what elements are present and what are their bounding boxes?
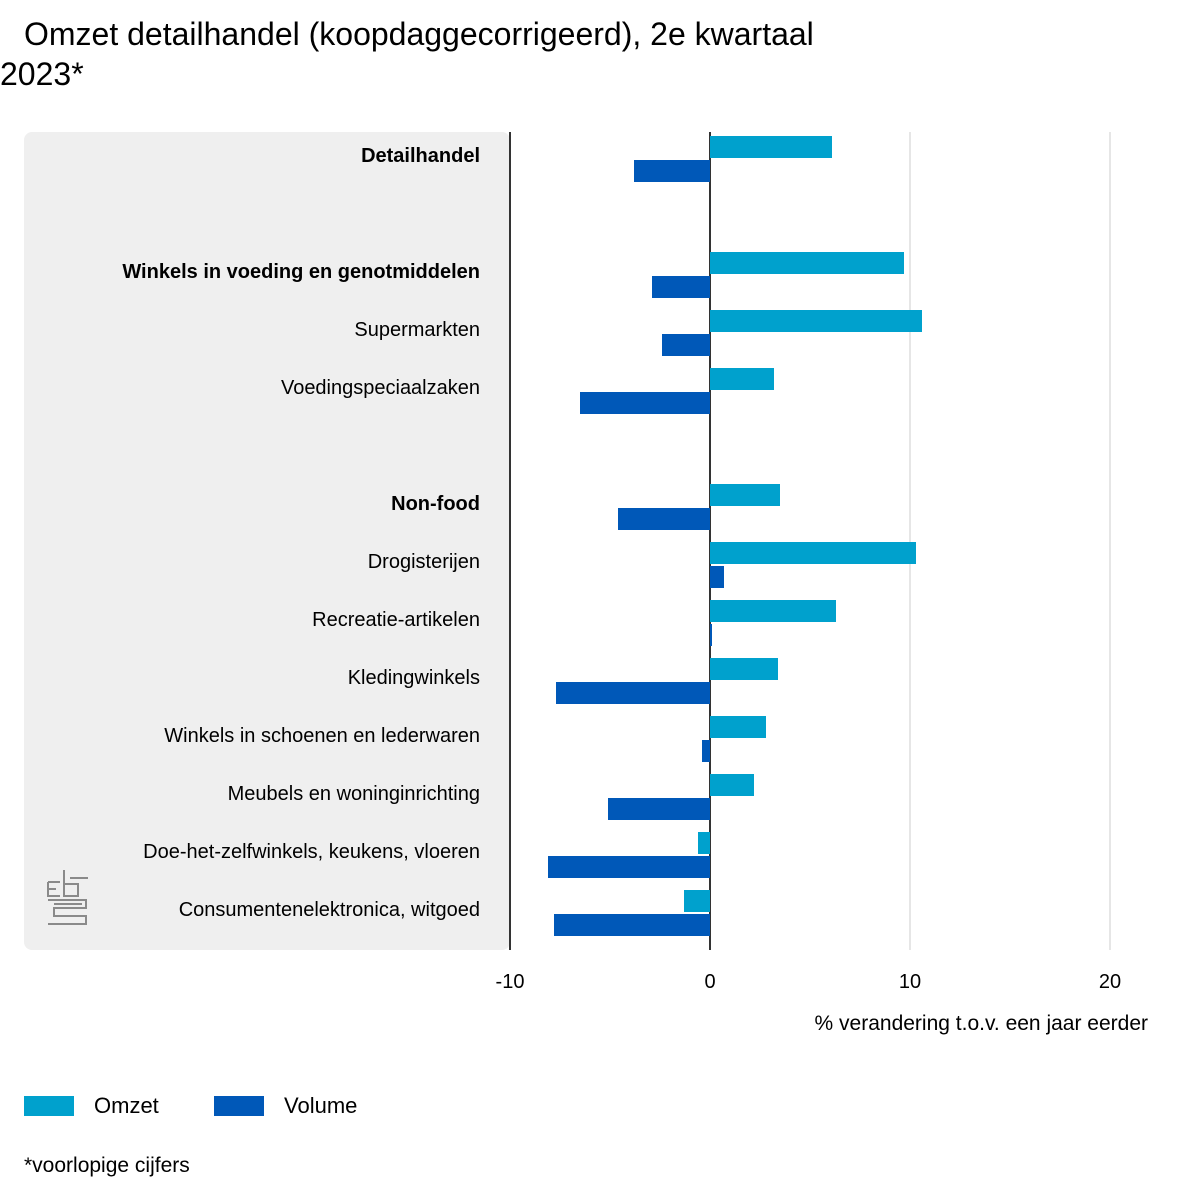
bar-volume	[710, 566, 724, 588]
category-label: Consumentenelektronica, witgoed	[179, 899, 480, 921]
cbs-logo-icon	[46, 868, 88, 931]
bar-volume	[608, 798, 710, 820]
bar-volume	[554, 914, 710, 936]
bar-omzet	[710, 716, 766, 738]
legend-swatch-volume	[214, 1096, 264, 1116]
bar-omzet	[710, 774, 754, 796]
category-label: Voedingspeciaalzaken	[281, 377, 480, 399]
category-label: Drogisterijen	[368, 551, 480, 573]
x-tick-labels: -10 0 10 20	[496, 971, 1122, 993]
bars	[548, 136, 922, 936]
bar-volume	[618, 508, 710, 530]
x-tick-label: -10	[496, 971, 525, 993]
bar-omzet	[684, 890, 710, 912]
bar-volume	[548, 856, 710, 878]
bar-volume	[634, 160, 710, 182]
bar-omzet	[710, 136, 832, 158]
bar-volume	[662, 334, 710, 356]
category-label: Non-food	[391, 493, 480, 515]
bar-omzet	[710, 484, 780, 506]
bar-omzet	[710, 368, 774, 390]
category-label: Detailhandel	[361, 145, 480, 167]
bar-volume	[580, 392, 710, 414]
category-label: Doe-het-zelfwinkels, keukens, vloeren	[143, 841, 480, 863]
category-label: Winkels in voeding en genotmiddelen	[122, 261, 480, 283]
category-label: Meubels en woninginrichting	[228, 783, 480, 805]
category-label: Winkels in schoenen en lederwaren	[164, 725, 480, 747]
bar-omzet	[710, 310, 922, 332]
category-label: Recreatie-artikelen	[312, 609, 480, 631]
category-labels: Detailhandel Winkels in voeding en genotm…	[122, 145, 480, 921]
legend-label-volume: Volume	[284, 1093, 358, 1118]
bar-volume	[710, 624, 712, 646]
x-tick-label: 20	[1099, 971, 1121, 993]
category-label: Kledingwinkels	[348, 667, 480, 689]
bar-omzet	[710, 542, 916, 564]
bar-volume	[556, 682, 710, 704]
x-axis-label: % verandering t.o.v. een jaar eerder	[815, 1012, 1148, 1035]
bar-omzet	[698, 832, 710, 854]
bar-volume	[702, 740, 710, 762]
chart-title: Omzet detailhandel (koopdaggecorrigeerd)…	[0, 16, 814, 92]
bar-omzet	[710, 658, 778, 680]
x-tick-label: 10	[899, 971, 921, 993]
category-label: Supermarkten	[354, 319, 480, 341]
bar-omzet	[710, 600, 836, 622]
x-tick-label: 0	[704, 971, 715, 993]
legend-swatch-omzet	[24, 1096, 74, 1116]
legend-label-omzet: Omzet	[94, 1093, 159, 1118]
category-panel	[24, 132, 510, 950]
bar-volume	[652, 276, 710, 298]
footnote: *voorlopige cijfers	[24, 1154, 190, 1177]
bar-omzet	[710, 252, 904, 274]
